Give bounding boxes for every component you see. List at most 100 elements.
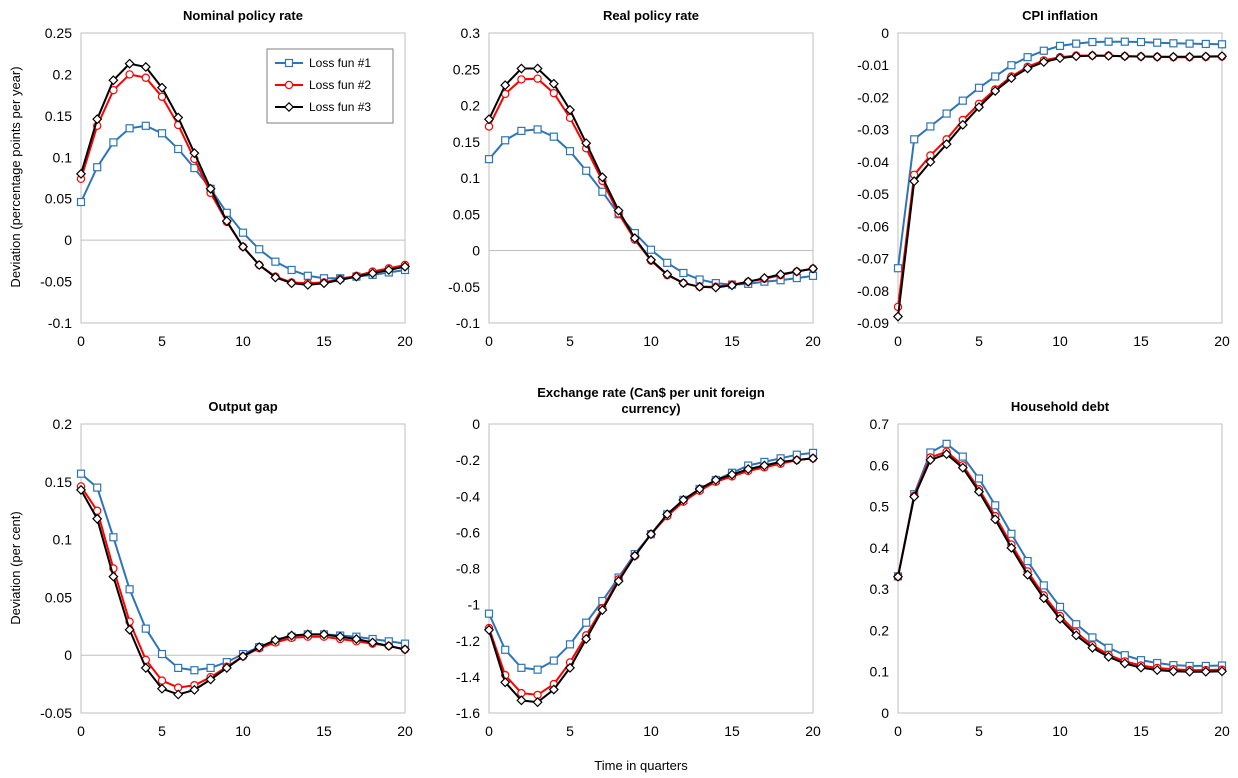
y-tick-label: -0.01 xyxy=(857,57,889,73)
square-marker xyxy=(598,187,607,196)
y-tick-label: 0 xyxy=(472,416,480,432)
diamond-marker xyxy=(399,261,411,272)
square-marker xyxy=(190,666,199,675)
diamond-marker xyxy=(254,642,265,653)
y-tick-label: 0.25 xyxy=(453,61,480,77)
diamond-marker xyxy=(302,629,313,640)
y-tick-label: -0.07 xyxy=(857,251,889,267)
diamond-marker xyxy=(548,684,559,695)
diamond-marker xyxy=(156,82,168,93)
y-tick-label: -0.8 xyxy=(456,561,480,577)
square-marker xyxy=(76,469,86,478)
square-marker xyxy=(974,83,984,92)
y-tick-label: -0.05 xyxy=(448,279,480,295)
diamond-marker xyxy=(1216,51,1228,62)
square-marker xyxy=(1072,620,1081,629)
diamond-marker xyxy=(156,683,168,694)
diamond-marker xyxy=(1006,73,1017,84)
chart-title-line: Exchange rate (Can$ per unit foreign xyxy=(537,385,765,400)
diamond-marker xyxy=(759,273,770,284)
diamond-marker xyxy=(140,662,151,673)
diamond-marker xyxy=(1071,51,1082,62)
plot-frame xyxy=(80,423,406,714)
square-marker xyxy=(1088,37,1097,47)
diamond-marker xyxy=(775,456,786,467)
diamond-marker xyxy=(1135,51,1147,62)
x-tick-label: 10 xyxy=(1052,333,1068,349)
y-tick-label: 0.05 xyxy=(453,206,480,222)
diamond-marker xyxy=(791,455,802,466)
diamond-marker xyxy=(1168,666,1179,677)
diamond-marker xyxy=(1087,50,1098,61)
square-marker xyxy=(1153,38,1162,47)
diamond-marker xyxy=(108,571,119,582)
square-marker xyxy=(157,649,167,659)
diamond-marker xyxy=(973,102,985,113)
chart-panel: 0.25 0.2 0.15 0.1 0.05 0 -0.05 -0.1 0 5 10 15 20 Nomi… xyxy=(40,8,413,349)
x-tick-label: 10 xyxy=(643,723,659,739)
y-tick-label: 0 xyxy=(881,705,889,721)
legend-label: Loss fun #1 xyxy=(309,56,371,70)
square-marker xyxy=(1185,39,1194,48)
diamond-marker xyxy=(1071,630,1082,641)
diamond-marker xyxy=(140,61,151,73)
y-tick-label: 0.1 xyxy=(461,170,481,186)
square-marker xyxy=(910,135,919,144)
square-marker xyxy=(1136,37,1146,47)
diamond-marker xyxy=(532,63,543,74)
y-axis-label-bottom: Deviation (per cent) xyxy=(8,511,23,624)
x-tick-label: 10 xyxy=(1052,723,1068,739)
square-marker xyxy=(501,136,510,145)
y-tick-label: 0.1 xyxy=(870,664,890,680)
chart-title: Output gap xyxy=(208,399,277,414)
square-marker xyxy=(174,144,183,154)
diamond-marker xyxy=(335,631,346,642)
square-marker xyxy=(517,663,526,672)
diamond-marker xyxy=(1087,642,1098,653)
square-marker xyxy=(663,258,672,267)
x-tick-label: 0 xyxy=(485,333,493,349)
diamond-marker xyxy=(1054,613,1066,624)
square-marker xyxy=(1088,633,1097,642)
diamond-marker xyxy=(678,278,689,289)
diamond-marker xyxy=(892,311,904,322)
x-tick-label: 20 xyxy=(1214,723,1230,739)
x-tick-label: 20 xyxy=(1214,333,1230,349)
square-marker xyxy=(1072,39,1081,48)
square-marker xyxy=(926,122,935,131)
x-tick-label: 5 xyxy=(158,333,166,349)
diamond-marker xyxy=(92,513,103,524)
y-tick-label: -0.02 xyxy=(857,89,889,105)
diamond-marker xyxy=(383,640,394,652)
diamond-marker xyxy=(629,550,640,561)
y-tick-label: 0.6 xyxy=(870,457,890,473)
square-marker xyxy=(549,656,558,665)
diamond-marker xyxy=(629,233,640,244)
diamond-marker xyxy=(1054,53,1066,64)
diamond-marker xyxy=(759,460,770,471)
circle-marker xyxy=(157,676,167,685)
diamond-marker xyxy=(205,183,216,194)
y-tick-label: 0.2 xyxy=(53,416,73,432)
diamond-marker xyxy=(941,449,952,460)
diamond-marker xyxy=(613,576,624,587)
diamond-marker xyxy=(726,469,738,480)
y-tick-label: 0.2 xyxy=(870,622,890,638)
diamond-marker xyxy=(1006,542,1017,553)
diamond-marker xyxy=(990,514,1001,525)
plot-frame xyxy=(488,423,814,714)
square-marker xyxy=(893,264,903,273)
x-tick-label: 0 xyxy=(77,333,85,349)
diamond-marker xyxy=(925,156,936,167)
diamond-marker xyxy=(1038,56,1049,68)
diamond-marker xyxy=(909,491,920,502)
circle-marker xyxy=(517,75,526,84)
x-tick-label: 20 xyxy=(397,333,413,349)
y-tick-label: -0.04 xyxy=(857,154,889,170)
circle-marker xyxy=(549,88,559,98)
legend: Loss fun #1 Loss fun #2 Loss fun #3 xyxy=(266,48,394,124)
y-tick-label: 0.1 xyxy=(53,149,73,165)
y-tick-label: -0.09 xyxy=(857,315,889,331)
diamond-marker xyxy=(564,104,576,115)
chart-title: Real policy rate xyxy=(603,8,699,23)
